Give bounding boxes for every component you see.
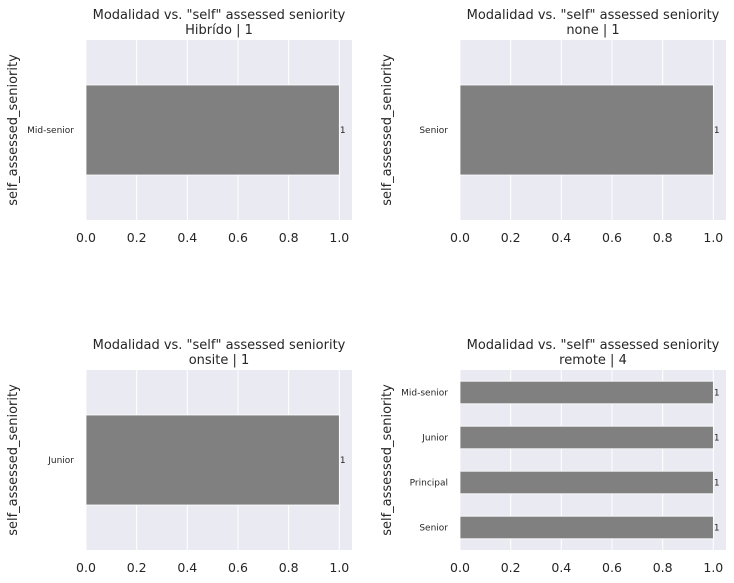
x-tick-label: 0.4 [177,560,197,575]
bar-data-label: 1 [714,524,720,534]
x-tick-label: 0.0 [450,560,470,575]
bar [85,84,340,176]
bar-data-label: 1 [340,456,346,466]
x-tick-label: 0.8 [279,560,299,575]
y-axis-label: self_assessed_seniority [380,384,395,536]
bar [459,380,714,405]
bar [85,414,340,506]
bar-data-label: 1 [714,479,720,489]
bar-data-label: 1 [714,389,720,399]
x-tick-label: 1.0 [329,230,349,245]
x-tick-label: 0.4 [551,560,571,575]
bar-data-label: 1 [714,434,720,444]
y-axis-label: self_assessed_seniority [6,54,21,206]
x-tick-label: 0.0 [76,560,96,575]
subplot-remote: Mid-senior 1 Junior 1 Principal 1 Senior 1 0.0 0.… [380,338,726,575]
subplot-onsite: Junior 1 0.0 0.2 0.4 0.6 0.8 1.0 Modalidad vs. "… [6,338,352,575]
chart-title: Modalidad vs. "self" assessed seniority [93,8,346,23]
chart-title: Modalidad vs. "self" assessed seniority [467,8,720,23]
bar [459,470,714,495]
x-tick-label: 0.6 [602,230,622,245]
x-tick-label: 0.8 [653,560,673,575]
x-tick-label: 0.4 [551,230,571,245]
subplot-none: Senior 1 0.0 0.2 0.4 0.6 0.8 1.0 Modalidad vs. "… [380,8,726,245]
bar-data-label: 1 [714,126,720,136]
x-tick-label: 0.2 [127,560,147,575]
category-tick-label: Mid-senior [401,389,448,399]
y-axis-label: self_assessed_seniority [380,54,395,206]
x-tick-label: 0.0 [450,230,470,245]
x-tick-label: 0.2 [501,230,521,245]
category-tick-label: Junior [47,456,74,466]
bar-data-label: 1 [340,126,346,136]
x-tick-label: 1.0 [703,560,723,575]
category-tick-label: Mid-senior [27,126,74,136]
chart-title: Modalidad vs. "self" assessed seniority [93,338,346,353]
chart-subtitle: onsite | 1 [189,353,250,368]
bar [459,515,714,540]
chart-subtitle: remote | 4 [559,353,627,368]
category-tick-label: Senior [419,126,448,136]
x-tick-label: 0.6 [602,560,622,575]
category-tick-label: Senior [419,524,448,534]
category-tick-label: Principal [410,479,448,489]
x-tick-label: 1.0 [703,230,723,245]
subplot-hibrido: Mid-senior 1 0.0 0.2 0.4 0.6 0.8 1.0 Modalidad v… [6,8,352,245]
x-tick-label: 0.2 [501,560,521,575]
x-tick-label: 0.4 [177,230,197,245]
x-tick-label: 0.8 [279,230,299,245]
x-tick-label: 0.0 [76,230,96,245]
x-tick-label: 0.2 [127,230,147,245]
bar [459,84,714,176]
x-tick-label: 0.6 [228,230,248,245]
x-tick-label: 0.8 [653,230,673,245]
x-tick-label: 1.0 [329,560,349,575]
chart-subtitle: none | 1 [566,23,619,38]
category-tick-label: Junior [421,434,448,444]
y-axis-label: self_assessed_seniority [6,384,21,536]
chart-subtitle: Hibrído | 1 [185,23,253,38]
x-tick-label: 0.6 [228,560,248,575]
chart-title: Modalidad vs. "self" assessed seniority [467,338,720,353]
bar [459,425,714,450]
